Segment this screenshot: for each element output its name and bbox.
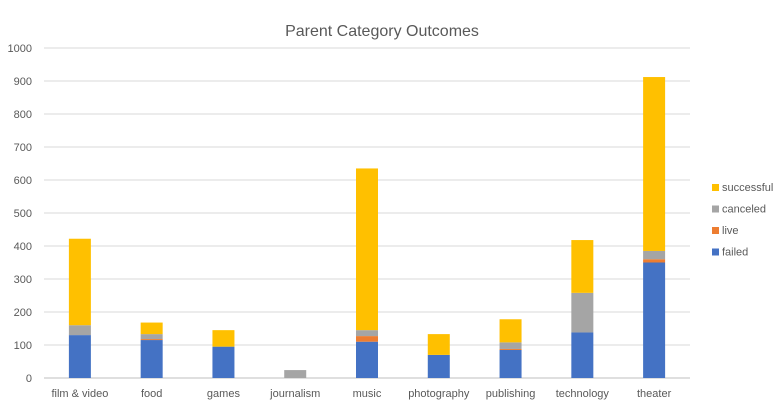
bar-segment-canceled (356, 330, 378, 337)
x-tick-label: photography (408, 388, 470, 400)
legend: successful canceled live failed (712, 182, 773, 259)
bar-segment-canceled (140, 334, 163, 340)
bar-segment-successful (356, 168, 378, 331)
bars (68, 77, 666, 378)
legend-label: canceled (722, 204, 766, 216)
legend-label: successful (722, 182, 773, 194)
y-tick-label: 100 (14, 340, 32, 352)
y-tick-label: 700 (14, 142, 32, 154)
chart-title: Parent Category Outcomes (285, 23, 479, 40)
bar-segment-failed (499, 349, 522, 378)
bar-segment-failed (571, 332, 594, 378)
y-tick-label: 600 (14, 175, 32, 187)
bar-segment-failed (68, 335, 91, 378)
x-tick-label: publishing (486, 388, 536, 400)
y-tick-label: 0 (26, 373, 32, 385)
legend-label: live (722, 225, 739, 237)
bar-segment-failed (643, 262, 666, 378)
x-tick-label: food (141, 388, 162, 400)
y-axis: 0 100 200 300 400 500 600 700 800 900 1000 (8, 43, 32, 385)
y-tick-label: 900 (14, 76, 32, 88)
bar-segment-failed (356, 341, 378, 378)
bar-segment-successful (427, 334, 450, 355)
bar-segment-successful (68, 238, 91, 326)
bar-segment-canceled (284, 370, 307, 378)
legend-swatch (712, 248, 719, 256)
x-tick-label: technology (556, 388, 610, 400)
bar-segment-canceled (643, 250, 666, 260)
bar-segment-successful (571, 240, 594, 293)
x-tick-label: games (207, 388, 241, 400)
bar-segment-failed (212, 346, 235, 378)
bar-segment-successful (140, 322, 163, 335)
bar-segment-failed (140, 340, 163, 378)
x-tick-label: journalism (269, 388, 320, 400)
bar-segment-successful (212, 330, 235, 347)
bar-segment-live (499, 348, 522, 350)
x-tick-label: theater (637, 388, 672, 400)
y-tick-label: 300 (14, 274, 32, 286)
x-tick-label: film & video (51, 388, 108, 400)
legend-swatch (712, 205, 719, 213)
y-tick-label: 400 (14, 241, 32, 253)
legend-swatch (712, 184, 719, 191)
x-tick-label: music (353, 388, 382, 400)
bar-segment-canceled (499, 342, 522, 349)
bar-segment-live (643, 259, 666, 263)
x-axis: film & video food games journalism music phot… (51, 388, 671, 400)
y-tick-label: 800 (14, 109, 32, 121)
bar-segment-canceled (571, 292, 594, 333)
y-tick-label: 200 (14, 307, 32, 319)
bar-segment-live (356, 336, 378, 342)
legend-label: failed (722, 247, 748, 259)
bar-segment-live (140, 339, 163, 341)
bar-segment-successful (499, 319, 522, 343)
y-tick-label: 500 (14, 208, 32, 220)
y-tick-label: 1000 (8, 43, 32, 55)
bar-segment-failed (427, 354, 450, 378)
bar-segment-successful (643, 77, 666, 251)
bar-segment-canceled (68, 325, 91, 336)
legend-swatch (712, 227, 719, 234)
